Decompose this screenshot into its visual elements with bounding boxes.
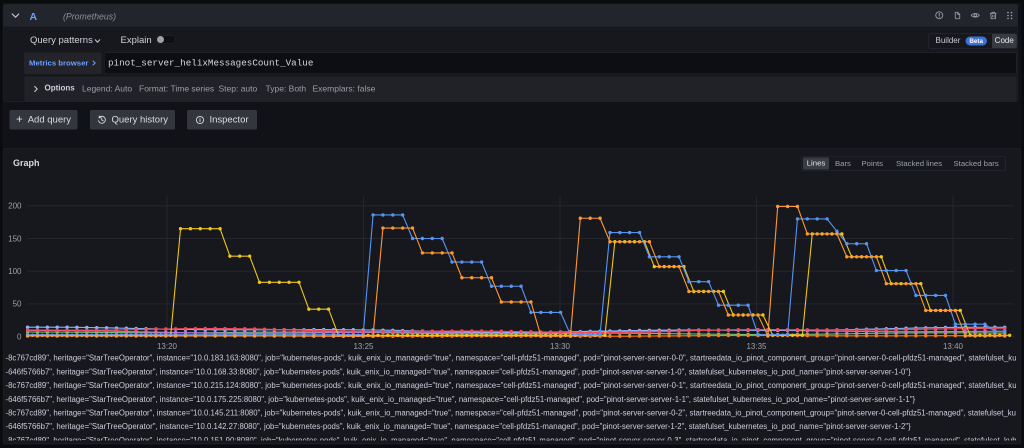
svg-text:13:35: 13:35 <box>746 342 767 351</box>
svg-text:13:30: 13:30 <box>550 342 571 351</box>
svg-text:200: 200 <box>8 202 22 211</box>
svg-text:0: 0 <box>17 332 22 341</box>
svg-text:13:40: 13:40 <box>943 342 964 351</box>
svg-text:150: 150 <box>8 234 22 243</box>
svg-text:50: 50 <box>13 300 22 309</box>
svg-text:100: 100 <box>8 267 22 276</box>
svg-text:13:25: 13:25 <box>353 342 374 351</box>
svg-text:13:20: 13:20 <box>157 342 178 351</box>
